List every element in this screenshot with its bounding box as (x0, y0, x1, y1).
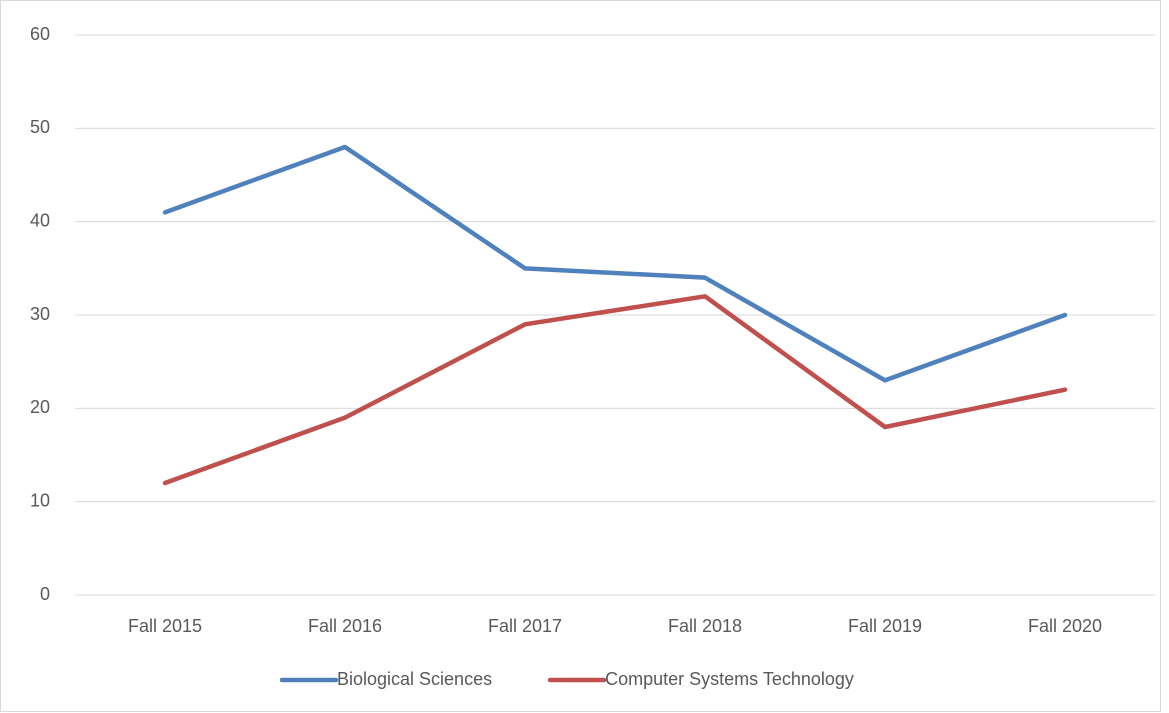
y-tick-label: 50 (30, 117, 50, 137)
x-tick-label: Fall 2017 (488, 616, 562, 636)
y-tick-label: 20 (30, 397, 50, 417)
legend-label: Computer Systems Technology (605, 669, 854, 689)
series-line (162, 294, 1068, 486)
series-line (162, 144, 1068, 383)
x-tick-label: Fall 2018 (668, 616, 742, 636)
x-tick-label: Fall 2020 (1028, 616, 1102, 636)
x-tick-label: Fall 2016 (308, 616, 382, 636)
y-tick-label: 40 (30, 210, 50, 230)
x-tick-label: Fall 2015 (128, 616, 202, 636)
legend-label: Biological Sciences (337, 669, 492, 689)
y-tick-label: 0 (40, 584, 50, 604)
y-tick-label: 60 (30, 24, 50, 44)
x-tick-label: Fall 2019 (848, 616, 922, 636)
y-tick-label: 30 (30, 304, 50, 324)
y-tick-label: 10 (30, 490, 50, 510)
